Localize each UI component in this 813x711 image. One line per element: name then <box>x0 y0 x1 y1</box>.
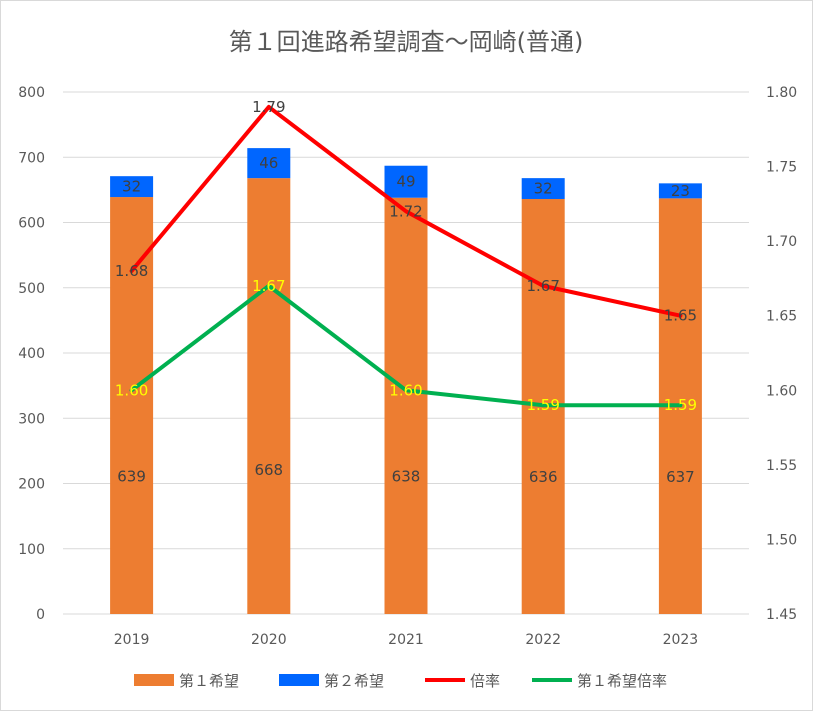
y-left-tick-label: 700 <box>18 150 45 166</box>
bar-data-label: 46 <box>259 154 278 172</box>
line-series-path <box>129 283 683 408</box>
y-left-tick-label: 800 <box>18 85 45 101</box>
bar <box>247 178 291 614</box>
bar-data-label: 49 <box>396 173 415 191</box>
bar <box>384 165 428 198</box>
bar <box>110 176 154 198</box>
line-data-label: 1.72 <box>389 202 422 220</box>
y-right-tick-label: 1.75 <box>766 160 797 176</box>
y-left-tick-label: 500 <box>18 281 45 297</box>
line-series-path <box>129 104 683 318</box>
y-right-tick-label: 1.45 <box>766 607 797 623</box>
x-tick-label: 2021 <box>388 632 424 648</box>
line-series <box>129 104 683 408</box>
line-data-label: 1.59 <box>526 396 559 414</box>
data-labels: 639 668 638 636 637 32 46 49 32 23 1.68 1.79 1.72 1.6… <box>115 98 697 486</box>
legend: 第１希望 第２希望 倍率 第１希望倍率 <box>134 672 667 690</box>
bar-data-label: 639 <box>117 467 146 485</box>
line-data-label: 1.79 <box>252 98 285 116</box>
y-right-tick-label: 1.55 <box>766 458 797 474</box>
y-right-tick-label: 1.60 <box>766 383 797 399</box>
bar <box>247 148 291 179</box>
legend-label: 第１希望 <box>179 672 239 690</box>
bar-data-label: 32 <box>534 180 553 198</box>
bar <box>110 197 154 615</box>
y-left-tick-label: 0 <box>36 607 45 623</box>
bar <box>658 183 702 199</box>
y-right-tick-label: 1.65 <box>766 309 797 325</box>
bar-data-label: 638 <box>392 468 421 486</box>
line-data-label: 1.68 <box>115 262 148 280</box>
x-tick-label: 2023 <box>663 632 699 648</box>
chart-title: 第１回進路希望調査〜岡崎(普通) <box>229 28 584 56</box>
bar-data-label: 637 <box>666 468 695 486</box>
y-left-tick-label: 600 <box>18 216 45 232</box>
legend-swatch <box>134 674 174 686</box>
axes: 0 100 200 300 400 500 600 700 800 1.45 1.50 1.55 1.6… <box>18 85 797 648</box>
bar-data-label: 636 <box>529 468 558 486</box>
y-right-tick-label: 1.50 <box>766 532 797 548</box>
line-data-label: 1.60 <box>389 381 422 399</box>
line-data-label: 1.59 <box>664 396 697 414</box>
legend-label: 倍率 <box>470 672 500 690</box>
y-right-tick-label: 1.80 <box>766 85 797 101</box>
y-left-tick-label: 200 <box>18 477 45 493</box>
x-tick-label: 2019 <box>114 632 150 648</box>
line-data-label: 1.67 <box>252 277 285 295</box>
bar <box>384 197 428 614</box>
bar-data-label: 23 <box>671 182 690 200</box>
bar-data-label: 32 <box>122 178 141 196</box>
y-left-tick-label: 300 <box>18 411 45 427</box>
line-data-label: 1.65 <box>664 307 697 325</box>
x-tick-label: 2022 <box>525 632 561 648</box>
bar-series <box>110 148 702 615</box>
x-tick-label: 2020 <box>251 632 287 648</box>
legend-label: 第１希望倍率 <box>577 672 667 690</box>
bar-data-label: 668 <box>254 461 283 479</box>
y-left-tick-label: 400 <box>18 346 45 362</box>
bar <box>521 178 565 200</box>
line-data-label: 1.60 <box>115 381 148 399</box>
y-right-tick-label: 1.70 <box>766 234 797 250</box>
legend-label: 第２希望 <box>324 672 384 690</box>
y-left-tick-label: 100 <box>18 542 45 558</box>
legend-swatch <box>279 674 319 686</box>
line-data-label: 1.67 <box>526 277 559 295</box>
